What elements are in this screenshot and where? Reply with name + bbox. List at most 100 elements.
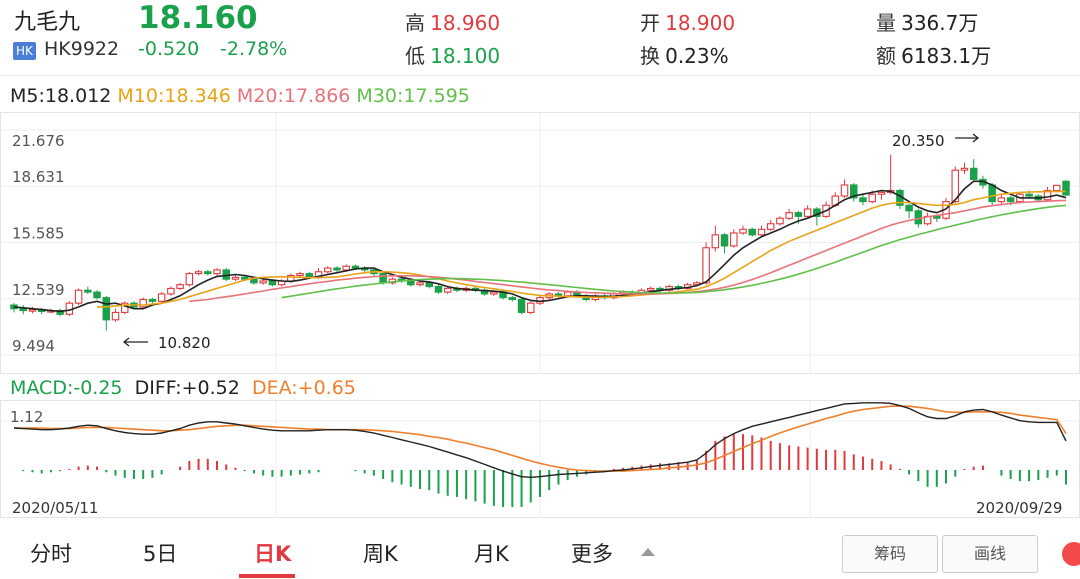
candle bbox=[766, 223, 775, 230]
candle bbox=[111, 311, 120, 321]
y-tick-label: 15.585 bbox=[12, 225, 65, 243]
tab-daily-k[interactable]: 日K bbox=[254, 542, 292, 566]
candle bbox=[351, 265, 360, 269]
active-tab-indicator bbox=[239, 574, 295, 578]
y-tick-label: 21.676 bbox=[12, 132, 65, 150]
tab-more[interactable]: 更多 bbox=[571, 542, 613, 566]
price-change: -0.520 bbox=[138, 38, 200, 60]
candle bbox=[259, 280, 267, 284]
candle bbox=[28, 309, 37, 312]
candle bbox=[803, 208, 812, 217]
candle bbox=[785, 212, 793, 219]
candle bbox=[425, 282, 434, 288]
diff-value: DIFF:+0.52 bbox=[134, 377, 240, 399]
caret-up-icon[interactable] bbox=[640, 547, 656, 557]
m20-legend: M20:17.866 bbox=[236, 85, 351, 107]
candle bbox=[84, 289, 92, 293]
ma-legend: M5:18.012 M10:18.346 M20:17.866 M30:17.5… bbox=[10, 85, 470, 107]
tab-weekly-k[interactable]: 周K bbox=[363, 542, 398, 566]
tab-monthly-k[interactable]: 月K bbox=[474, 542, 509, 566]
ma-line-m10 bbox=[97, 190, 1067, 308]
candle bbox=[324, 267, 332, 273]
amount-value: 6183.1万 bbox=[901, 44, 992, 68]
turnover-value: 0.23% bbox=[665, 44, 729, 68]
candle bbox=[434, 286, 443, 293]
candlestick-chart[interactable]: 21.676 18.631 15.585 12.539 9.494 20.350 10.82… bbox=[0, 112, 1080, 374]
high-quote: 高 18.960 bbox=[405, 7, 500, 36]
low-value: 18.100 bbox=[430, 44, 501, 68]
volume-label: 量 bbox=[876, 11, 896, 35]
y-tick-label: 18.631 bbox=[12, 168, 65, 186]
candle bbox=[969, 167, 978, 180]
candle bbox=[240, 276, 249, 280]
turnover-label: 换 bbox=[640, 44, 660, 68]
candle bbox=[960, 167, 969, 171]
candle bbox=[296, 273, 304, 277]
high-value: 18.960 bbox=[430, 11, 501, 35]
y-tick-label: 12.539 bbox=[12, 281, 65, 299]
candle bbox=[213, 269, 221, 275]
candle bbox=[877, 191, 886, 195]
macd-axis-label: 1.12 bbox=[10, 408, 43, 426]
macd-legend: MACD:-0.25 DIFF:+0.52 DEA:+0.65 bbox=[10, 377, 356, 399]
candle bbox=[250, 278, 258, 284]
market-badge: HK bbox=[13, 42, 36, 60]
amount-label: 额 bbox=[876, 44, 896, 68]
macd-chart[interactable]: 1.12 bbox=[0, 400, 1080, 518]
candle bbox=[868, 193, 876, 203]
candle bbox=[776, 217, 784, 225]
ma-line-m20 bbox=[189, 199, 1067, 303]
notification-dot-icon[interactable] bbox=[1062, 542, 1080, 566]
candle bbox=[167, 287, 175, 295]
amount-quote: 额 6183.1万 bbox=[876, 40, 991, 69]
low-annotation-arrow bbox=[122, 337, 148, 347]
tab-5day[interactable]: 5日 bbox=[143, 542, 178, 566]
candle bbox=[905, 204, 913, 212]
ma-line-m5 bbox=[13, 180, 1067, 313]
chips-button[interactable]: 筹码 bbox=[842, 535, 938, 573]
stock-name: 九毛九 bbox=[14, 10, 81, 35]
candle bbox=[748, 228, 756, 236]
volume-value: 336.7万 bbox=[901, 11, 979, 35]
dea-value: DEA:+0.65 bbox=[251, 377, 356, 399]
candle bbox=[517, 298, 526, 313]
open-value: 18.900 bbox=[665, 11, 736, 35]
candle bbox=[342, 265, 350, 271]
low-annotation-label: 10.820 bbox=[158, 334, 211, 352]
draw-line-button[interactable]: 画线 bbox=[942, 535, 1038, 573]
candle bbox=[148, 298, 157, 302]
current-price: 18.160 bbox=[138, 0, 258, 36]
candle bbox=[757, 228, 766, 236]
candle bbox=[794, 212, 803, 217]
candle bbox=[702, 247, 710, 284]
open-quote: 开 18.900 bbox=[640, 7, 735, 36]
candle bbox=[379, 273, 387, 284]
candle bbox=[93, 291, 101, 299]
ma-line-m30 bbox=[281, 204, 1067, 299]
candle bbox=[646, 287, 655, 291]
stock-code: HK9922 bbox=[44, 38, 120, 60]
candle bbox=[139, 298, 147, 308]
candle bbox=[527, 302, 535, 313]
candle bbox=[185, 273, 194, 286]
candle bbox=[840, 184, 849, 197]
candle bbox=[231, 276, 240, 280]
candle bbox=[1025, 193, 1033, 197]
candle bbox=[720, 234, 729, 247]
candle bbox=[176, 284, 184, 289]
candle bbox=[563, 291, 572, 297]
candle bbox=[416, 282, 424, 286]
dea-line bbox=[14, 405, 1067, 472]
candle bbox=[1006, 197, 1015, 203]
high-label: 高 bbox=[405, 11, 425, 35]
candle bbox=[19, 308, 27, 312]
candle bbox=[268, 280, 277, 286]
tab-intraday[interactable]: 分时 bbox=[30, 542, 72, 566]
low-quote: 低 18.100 bbox=[405, 40, 500, 69]
low-label: 低 bbox=[405, 44, 425, 68]
candle bbox=[1062, 180, 1070, 196]
m10-legend: M10:18.346 bbox=[117, 85, 231, 107]
header-divider bbox=[0, 75, 1080, 76]
candle bbox=[407, 280, 415, 286]
candle bbox=[988, 184, 996, 203]
